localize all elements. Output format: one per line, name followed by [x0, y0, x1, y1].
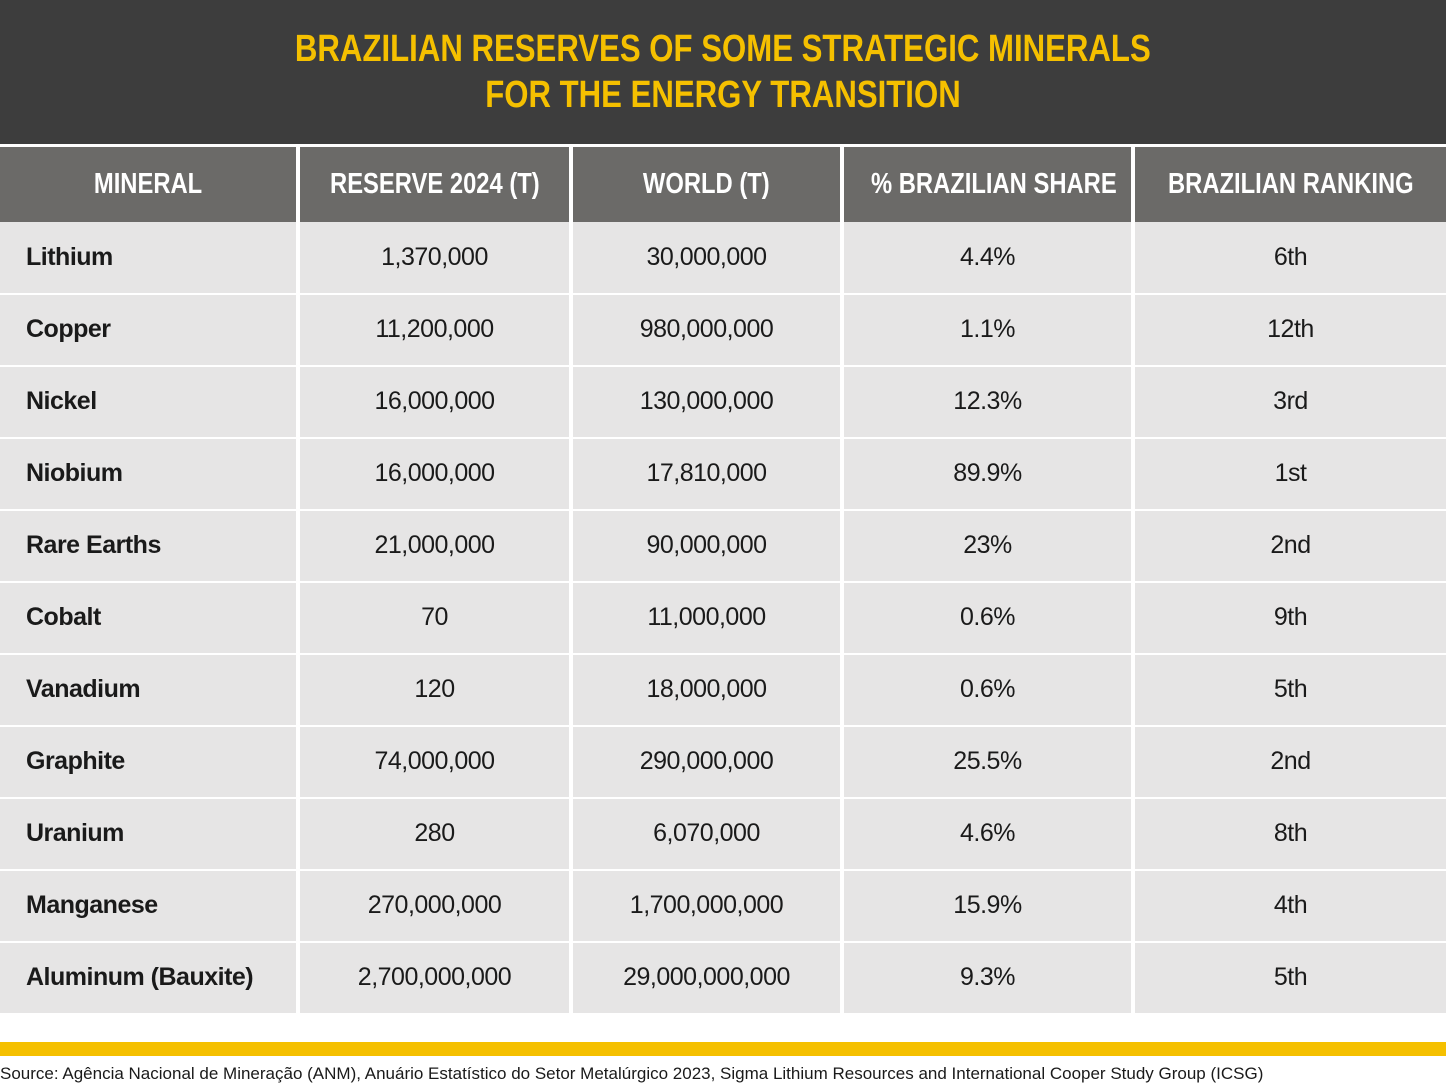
- table-row: Manganese 270,000,000 1,700,000,000 15.9% 4t…: [0, 869, 1446, 943]
- ranking-cell: 6th: [1133, 221, 1446, 295]
- mineral-cell: Cobalt: [0, 581, 300, 655]
- reserve-cell: 120: [298, 653, 573, 727]
- table-header-row: MINERAL RESERVE 2024 (T) WORLD (T) % BRA…: [0, 144, 1446, 222]
- title-banner: BRAZILIAN RESERVES OF SOME STRATEGIC MIN…: [0, 0, 1446, 144]
- source-note: Source: Agência Nacional de Mineração (A…: [0, 1064, 1264, 1083]
- share-cell: 12.3%: [842, 365, 1135, 439]
- share-cell: 9.3%: [842, 941, 1135, 1015]
- header-brazilian-ranking: BRAZILIAN RANKING: [1133, 144, 1446, 222]
- reserve-cell: 70: [298, 581, 573, 655]
- reserve-cell: 2,700,000,000: [298, 941, 573, 1015]
- reserve-cell: 16,000,000: [298, 365, 573, 439]
- table-row: Graphite 74,000,000 290,000,000 25.5% 2nd: [0, 725, 1446, 799]
- table-row: Rare Earths 21,000,000 90,000,000 23% 2nd: [0, 509, 1446, 583]
- ranking-cell: 1st: [1133, 437, 1446, 511]
- mineral-cell: Vanadium: [0, 653, 300, 727]
- ranking-cell: 5th: [1133, 653, 1446, 727]
- mineral-cell: Rare Earths: [0, 509, 300, 583]
- table-row: Uranium 280 6,070,000 4.6% 8th: [0, 797, 1446, 871]
- world-cell: 90,000,000: [571, 509, 844, 583]
- reserve-cell: 21,000,000: [298, 509, 573, 583]
- table-row: Vanadium 120 18,000,000 0.6% 5th: [0, 653, 1446, 727]
- world-cell: 130,000,000: [571, 365, 844, 439]
- share-cell: 23%: [842, 509, 1135, 583]
- reserve-cell: 280: [298, 797, 573, 871]
- table-row: Aluminum (Bauxite) 2,700,000,000 29,000,00…: [0, 941, 1446, 1015]
- mineral-cell: Aluminum (Bauxite): [0, 941, 300, 1015]
- reserve-cell: 16,000,000: [298, 437, 573, 511]
- reserve-cell: 11,200,000: [298, 293, 573, 367]
- world-cell: 18,000,000: [571, 653, 844, 727]
- header-mineral: MINERAL: [0, 144, 300, 222]
- share-cell: 25.5%: [842, 725, 1135, 799]
- ranking-cell: 2nd: [1133, 725, 1446, 799]
- world-cell: 29,000,000,000: [571, 941, 844, 1015]
- ranking-cell: 3rd: [1133, 365, 1446, 439]
- mineral-cell: Nickel: [0, 365, 300, 439]
- ranking-cell: 8th: [1133, 797, 1446, 871]
- table-row: Cobalt 70 11,000,000 0.6% 9th: [0, 581, 1446, 655]
- world-cell: 290,000,000: [571, 725, 844, 799]
- mineral-cell: Graphite: [0, 725, 300, 799]
- header-brazilian-share: % BRAZILIAN SHARE: [842, 144, 1135, 222]
- share-cell: 0.6%: [842, 581, 1135, 655]
- world-cell: 30,000,000: [571, 221, 844, 295]
- world-cell: 17,810,000: [571, 437, 844, 511]
- page-title-line-1: BRAZILIAN RESERVES OF SOME STRATEGIC MIN…: [295, 28, 1151, 70]
- table-row: Nickel 16,000,000 130,000,000 12.3% 3rd: [0, 365, 1446, 439]
- ranking-cell: 2nd: [1133, 509, 1446, 583]
- header-world: WORLD (T): [571, 144, 844, 222]
- share-cell: 0.6%: [842, 653, 1135, 727]
- world-cell: 6,070,000: [571, 797, 844, 871]
- share-cell: 1.1%: [842, 293, 1135, 367]
- share-cell: 89.9%: [842, 437, 1135, 511]
- table-row: Niobium 16,000,000 17,810,000 89.9% 1st: [0, 437, 1446, 511]
- share-cell: 4.6%: [842, 797, 1135, 871]
- ranking-cell: 5th: [1133, 941, 1446, 1015]
- mineral-cell: Copper: [0, 293, 300, 367]
- mineral-cell: Uranium: [0, 797, 300, 871]
- share-cell: 15.9%: [842, 869, 1135, 943]
- ranking-cell: 9th: [1133, 581, 1446, 655]
- share-cell: 4.4%: [842, 221, 1135, 295]
- reserve-cell: 270,000,000: [298, 869, 573, 943]
- minerals-table: MINERAL RESERVE 2024 (T) WORLD (T) % BRA…: [0, 144, 1446, 1015]
- ranking-cell: 4th: [1133, 869, 1446, 943]
- page-title-line-2: FOR THE ENERGY TRANSITION: [485, 74, 961, 116]
- header-reserve-2024: RESERVE 2024 (T): [298, 144, 573, 222]
- table-row: Lithium 1,370,000 30,000,000 4.4% 6th: [0, 221, 1446, 295]
- reserve-cell: 1,370,000: [298, 221, 573, 295]
- mineral-cell: Manganese: [0, 869, 300, 943]
- accent-bar: [0, 1042, 1446, 1056]
- table-row: Copper 11,200,000 980,000,000 1.1% 12th: [0, 293, 1446, 367]
- reserve-cell: 74,000,000: [298, 725, 573, 799]
- mineral-cell: Niobium: [0, 437, 300, 511]
- mineral-cell: Lithium: [0, 221, 300, 295]
- world-cell: 11,000,000: [571, 581, 844, 655]
- world-cell: 1,700,000,000: [571, 869, 844, 943]
- world-cell: 980,000,000: [571, 293, 844, 367]
- ranking-cell: 12th: [1133, 293, 1446, 367]
